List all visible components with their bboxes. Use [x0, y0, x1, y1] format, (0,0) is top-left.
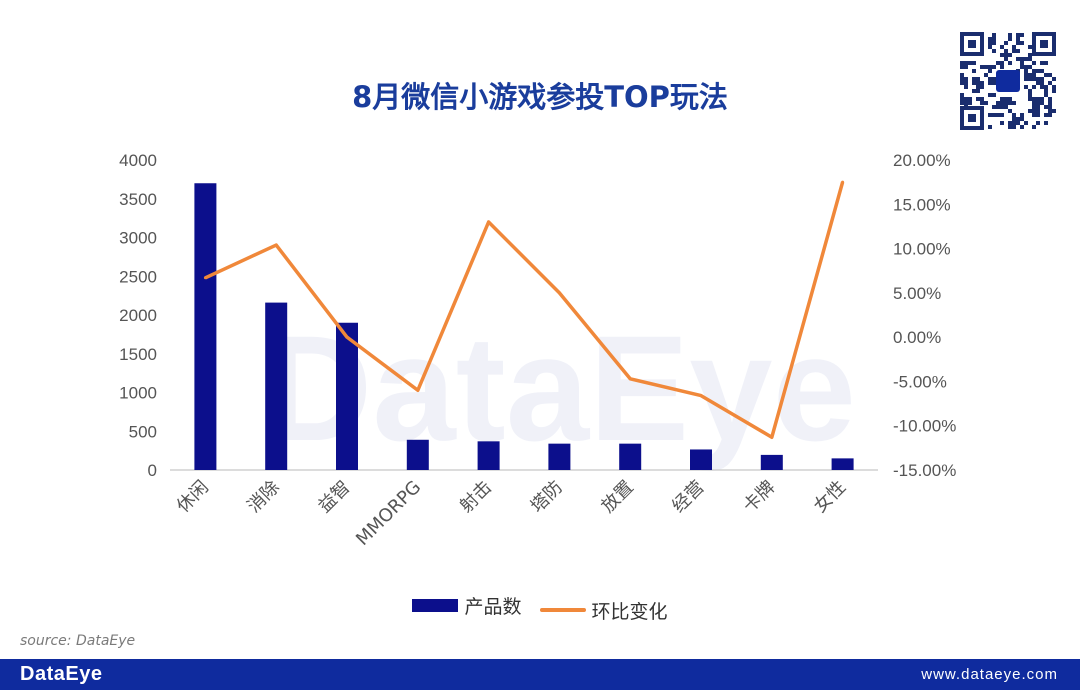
y-left-tick-label: 2000 — [119, 306, 157, 325]
y-right-tick-label: 15.00% — [893, 195, 951, 214]
line-point — [699, 394, 703, 398]
y-axis-right: -15.00% -10.00% -5.00% 0.00% 5.00% 10.00% 15.0… — [893, 151, 956, 480]
footer-brand: DataEye — [20, 663, 103, 685]
bar-series — [194, 183, 854, 470]
x-tick-label: 射击 — [456, 477, 496, 517]
source-note: source: DataEye — [20, 633, 136, 649]
x-tick-label: 休闲 — [173, 477, 213, 517]
bar — [548, 443, 571, 470]
qr-code-icon — [960, 32, 1056, 130]
line-point — [487, 220, 491, 224]
y-left-tick-label: 1000 — [119, 384, 157, 403]
y-left-tick-label: 2500 — [119, 267, 157, 286]
y-left-tick-label: 3500 — [119, 190, 157, 209]
y-left-tick-label: 4000 — [119, 151, 157, 170]
bar — [265, 302, 288, 470]
bar — [831, 458, 854, 470]
line-point — [557, 291, 561, 295]
bar — [194, 183, 217, 470]
chart-canvas: DataEye 05001000150020002500300035004000… — [119, 151, 956, 550]
y-axis-left: 0 500 1000 1500 2000 2500 3000 3500 4000 — [119, 151, 157, 480]
y-right-tick-label: 0.00% — [893, 328, 941, 347]
legend-item-bar: 产品数 — [412, 592, 521, 619]
footer-url: www.dataeye.com — [921, 666, 1058, 683]
y-left-tick-label: 1500 — [119, 345, 157, 364]
bar — [336, 322, 358, 470]
y-left-tick-label: 3000 — [119, 229, 157, 248]
line-point — [203, 276, 207, 280]
bar — [406, 439, 429, 470]
line-series — [203, 180, 845, 439]
y-left-tick-label: 0 — [148, 461, 157, 480]
y-right-tick-label: -10.00% — [893, 417, 956, 436]
bar — [690, 449, 712, 470]
x-tick-label: 卡牌 — [739, 477, 779, 517]
legend-label-line: 环比变化 — [591, 600, 668, 623]
legend-item-line: 环比变化 — [539, 597, 668, 624]
line-point — [841, 180, 845, 184]
x-tick-label: 益智 — [314, 477, 354, 517]
chart-title: 8月微信小游戏参投TOP玩法 — [352, 80, 728, 114]
legend-swatch-line — [539, 608, 586, 612]
x-tick-label: 经营 — [668, 477, 708, 517]
bar — [477, 441, 500, 470]
bar — [619, 443, 642, 470]
line-path — [204, 181, 845, 439]
x-tick-label: 消除 — [243, 477, 283, 517]
legend-swatch-bar — [412, 599, 459, 612]
line-point — [345, 335, 349, 339]
y-left-tick-label: 500 — [129, 422, 157, 441]
line-point — [274, 243, 278, 247]
footer-bar: DataEye www.dataeye.com — [0, 659, 1080, 690]
x-tick-label: MMORPG — [352, 477, 425, 550]
line-point — [416, 388, 420, 392]
legend-label-bar: 产品数 — [464, 596, 522, 618]
x-tick-label: 塔防 — [527, 477, 567, 517]
bar — [760, 454, 783, 470]
y-right-tick-label: 5.00% — [893, 284, 941, 303]
y-right-tick-label: -5.00% — [893, 372, 947, 391]
y-right-tick-label: 10.00% — [893, 240, 951, 259]
y-right-tick-label: 20.00% — [893, 151, 951, 170]
line-point — [628, 377, 632, 381]
y-right-tick-label: -15.00% — [893, 461, 956, 480]
x-tick-label: 女性 — [810, 477, 850, 517]
line-point — [770, 435, 774, 439]
legend: 产品数 环比变化 — [0, 592, 1080, 624]
x-tick-label: 放置 — [597, 477, 637, 517]
